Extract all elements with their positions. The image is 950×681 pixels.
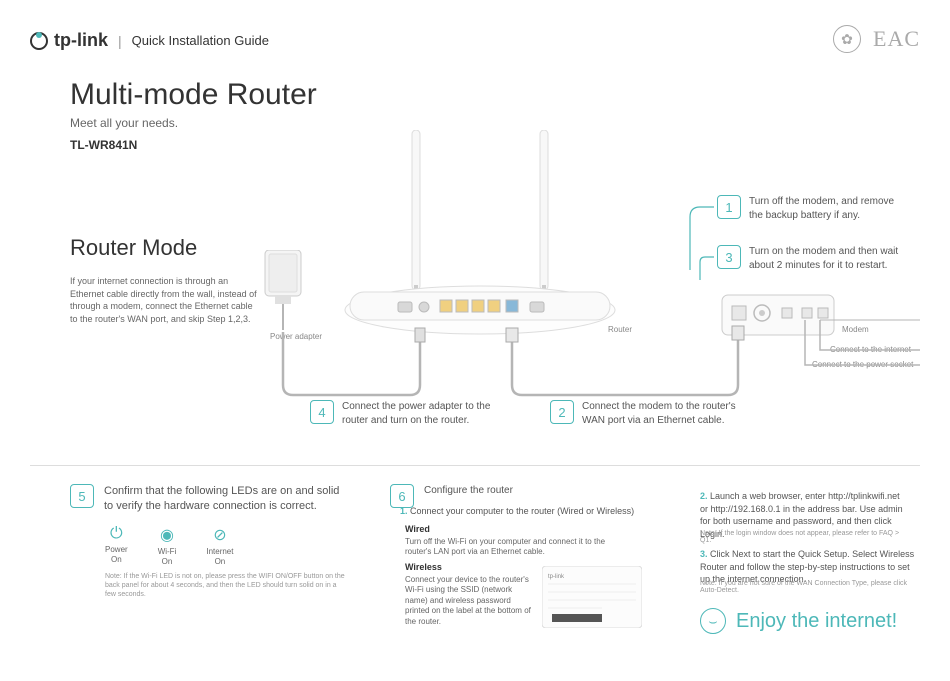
power-adapter-illustration <box>255 250 315 330</box>
step-2: 2 Connect the modem to the router's WAN … <box>550 400 742 428</box>
brand-logo: tp-link <box>30 30 108 51</box>
certification-marks: ✿ EAC <box>833 25 920 53</box>
cert-leaf-icon: ✿ <box>833 25 861 53</box>
step-3: 3 Turn on the modem and then wait about … <box>717 245 909 273</box>
wifi-led-note: Note: If the Wi-Fi LED is not on, please… <box>105 572 345 599</box>
internet-icon: ⊘ <box>213 525 226 545</box>
modem-illustration <box>720 290 870 345</box>
step-text: Confirm that the following LEDs are on a… <box>104 484 344 515</box>
led-internet: ⊘ InternetOn <box>206 525 233 566</box>
router-illustration <box>340 130 620 340</box>
led-indicators: ⏻ PowerOn ◉ Wi-FiOn ⊘ InternetOn <box>105 525 233 566</box>
header-divider: | <box>118 33 122 49</box>
mode-heading: Router Mode <box>70 235 197 261</box>
router-label: Router <box>608 325 632 334</box>
power-icon: ⏻ <box>110 525 123 543</box>
substep-1: 1. Connect your computer to the router (… <box>400 505 710 518</box>
router-label-card: tp-link <box>542 566 642 628</box>
step-number: 2 <box>550 400 574 424</box>
section-divider <box>30 465 920 466</box>
guide-label: Quick Installation Guide <box>132 33 269 48</box>
wireless-instructions: Wireless Connect your device to the rout… <box>405 562 535 627</box>
adapter-label: Power adapter <box>270 332 322 341</box>
step-number: 3 <box>717 245 741 269</box>
eac-mark: EAC <box>873 26 920 52</box>
internet-cable-label: Connect to the internet <box>830 345 911 354</box>
svg-text:tp-link: tp-link <box>548 574 565 580</box>
enjoy-internet: ⌣ Enjoy the internet! <box>700 608 897 634</box>
wired-instructions: Wired Turn off the Wi-Fi on your compute… <box>405 524 625 558</box>
led-wifi: ◉ Wi-FiOn <box>158 525 177 566</box>
model-number: TL-WR841N <box>70 138 317 152</box>
logo-mark-icon <box>30 32 48 50</box>
smile-icon: ⌣ <box>700 608 726 634</box>
power-socket-label: Connect to the power socket <box>812 360 913 369</box>
mode-description: If your internet connection is through a… <box>70 275 260 325</box>
brand-name: tp-link <box>54 30 108 51</box>
substep-3-note: Note: If you are not sure of the WAN Con… <box>700 580 915 594</box>
led-power: ⏻ PowerOn <box>105 525 128 566</box>
page-title: Multi-mode Router <box>70 78 317 112</box>
page-subtitle: Meet all your needs. <box>70 116 317 130</box>
step-5: 5 Confirm that the following LEDs are on… <box>70 484 344 515</box>
modem-label: Modem <box>842 325 869 334</box>
step-text: Turn on the modem and then wait about 2 … <box>749 245 909 273</box>
step-number: 5 <box>70 484 94 508</box>
step-text: Connect the modem to the router's WAN po… <box>582 400 742 428</box>
substep-2-note: Note: If the login window does not appea… <box>700 530 910 544</box>
step-text: Turn off the modem, and remove the backu… <box>749 195 909 223</box>
title-block: Multi-mode Router Meet all your needs. T… <box>70 78 317 152</box>
header: tp-link | Quick Installation Guide <box>30 30 269 51</box>
step-1: 1 Turn off the modem, and remove the bac… <box>717 195 909 223</box>
step-text: Configure the router <box>424 484 513 498</box>
wifi-icon: ◉ <box>160 525 174 545</box>
step-number: 1 <box>717 195 741 219</box>
step-4: 4 Connect the power adapter to the route… <box>310 400 492 428</box>
step-text: Connect the power adapter to the router … <box>342 400 492 428</box>
step-number: 4 <box>310 400 334 424</box>
